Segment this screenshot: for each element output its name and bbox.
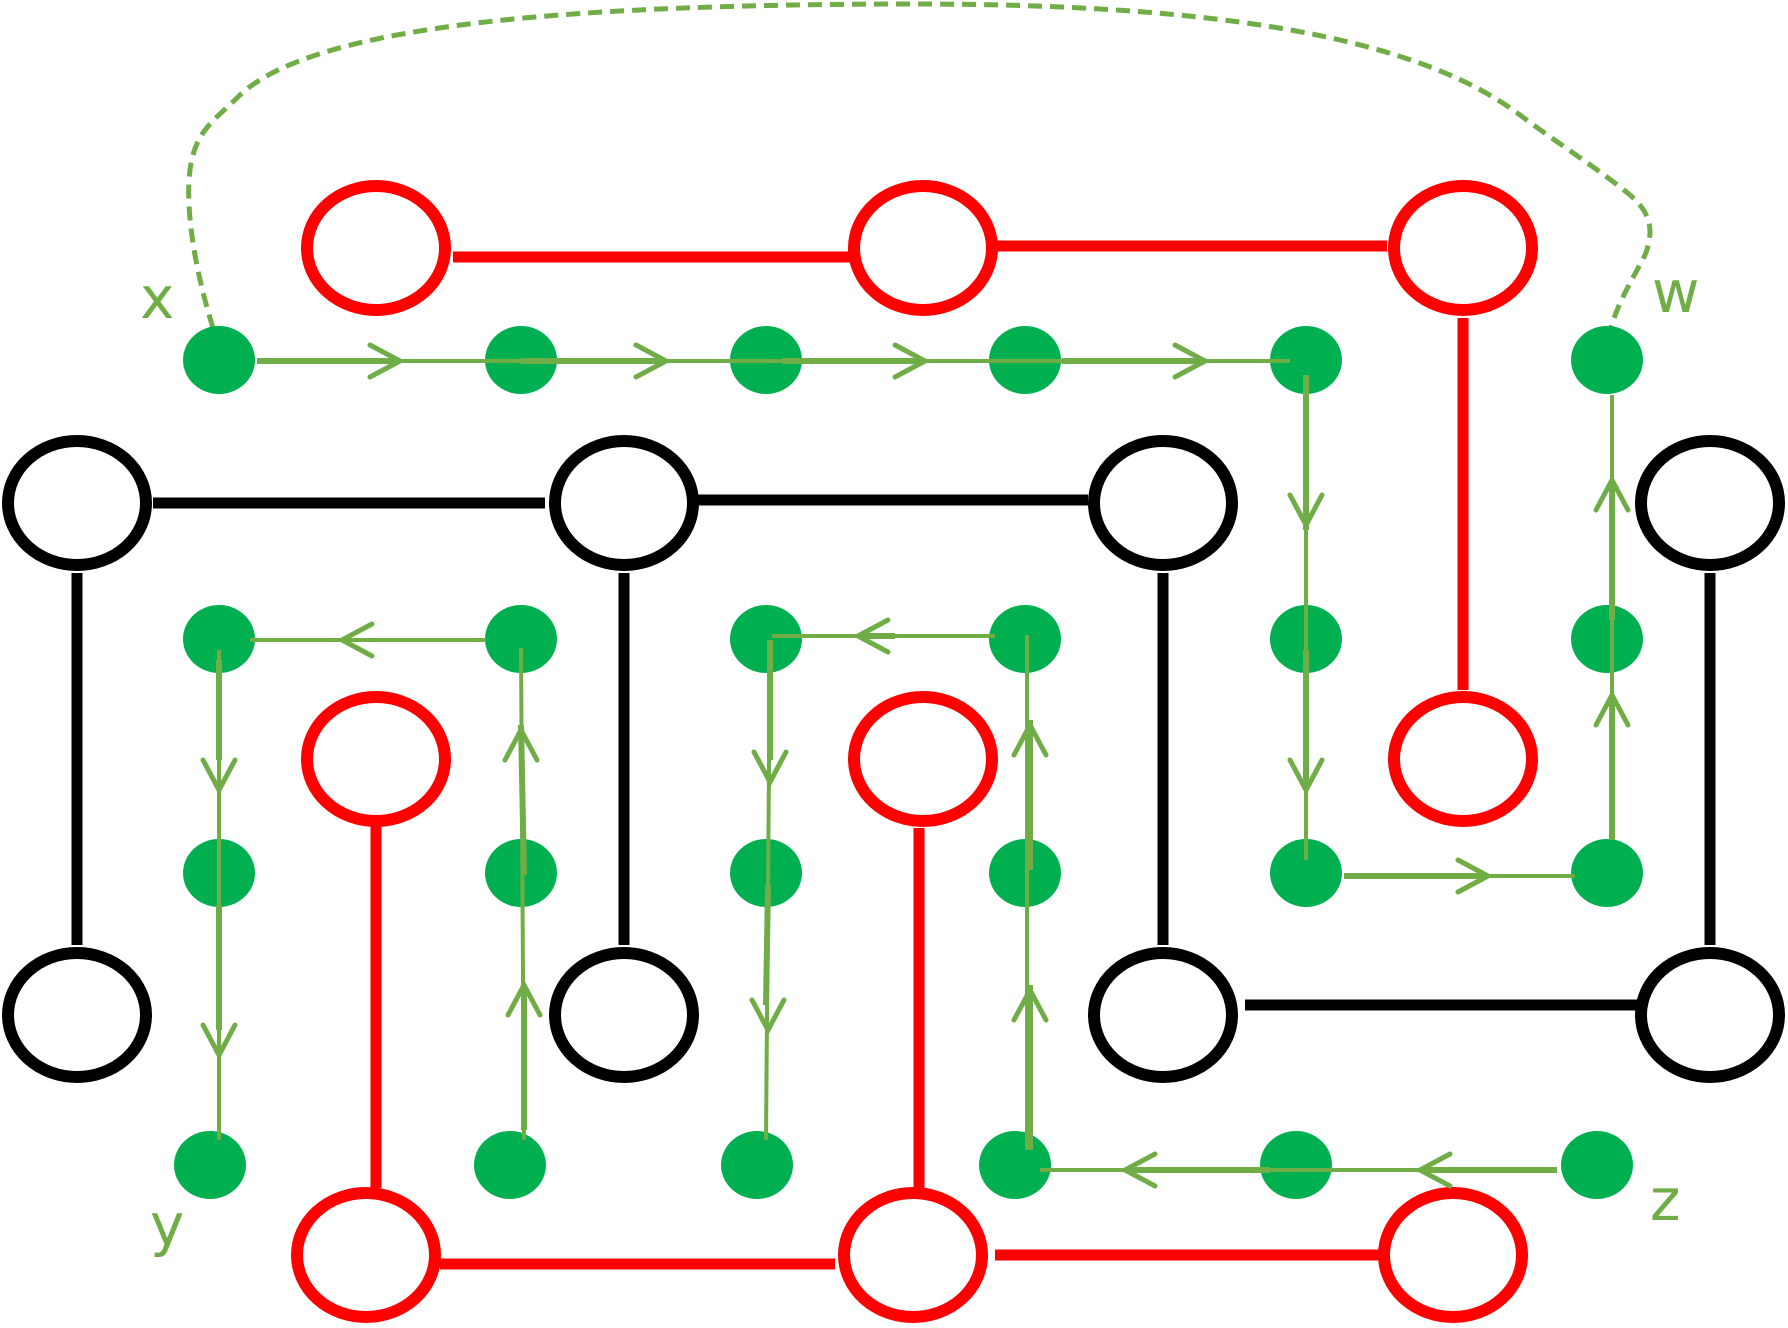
arrow-down-icon — [200, 757, 238, 796]
arrow-right-icon — [367, 342, 406, 380]
arrow-right-icon — [892, 342, 931, 380]
graph-node-black — [1635, 947, 1785, 1083]
dot — [474, 1131, 546, 1199]
arrow-up-icon — [1011, 984, 1049, 1023]
arrow-right-icon — [1172, 342, 1211, 380]
graph-node-black — [2, 947, 152, 1083]
dot — [485, 605, 557, 673]
arrow-down-icon — [1287, 757, 1325, 796]
arrow-left-icon — [336, 621, 375, 659]
dot — [183, 605, 255, 673]
red-edges — [370, 240, 1469, 1270]
graph-node-red — [1388, 691, 1538, 827]
graph-node-red — [1378, 1187, 1528, 1323]
label-y: y — [150, 1191, 184, 1259]
graph-node-black — [549, 947, 699, 1083]
arrow-up-icon — [1593, 689, 1631, 728]
arrowheads — [200, 342, 1631, 1189]
graph-node-black — [1088, 947, 1238, 1083]
graph-node-red — [291, 1187, 441, 1323]
black-nodes — [2, 435, 1785, 1083]
dot — [1270, 839, 1342, 907]
green-dots — [174, 326, 1643, 1199]
dot-w — [1571, 326, 1643, 394]
graph-node-black — [2, 435, 152, 571]
arrow-up-icon — [505, 979, 543, 1018]
red-nodes — [291, 180, 1538, 1323]
label-w: w — [1652, 258, 1699, 326]
dot-z — [1561, 1131, 1633, 1199]
label-z: z — [1650, 1166, 1680, 1234]
arrow-right-icon — [633, 342, 672, 380]
arrow-up-icon — [502, 724, 540, 763]
graph-node-red — [848, 180, 998, 316]
arrow-left-icon — [1414, 1151, 1453, 1189]
dot — [1571, 839, 1643, 907]
dot — [721, 1131, 793, 1199]
arrow-up-icon — [1593, 474, 1631, 513]
path-lines-bold — [216, 358, 1615, 1173]
graph-node-red — [838, 1187, 988, 1323]
arrow-down-icon — [751, 749, 789, 788]
arrow-left-icon — [852, 617, 891, 655]
graph-node-red — [301, 691, 451, 827]
dot-x — [183, 326, 255, 394]
black-edges — [71, 494, 1716, 1011]
graph-node-black — [549, 435, 699, 571]
graph-node-red — [1388, 180, 1538, 316]
arrow-left-icon — [1119, 1151, 1158, 1189]
graph-node-black — [1635, 435, 1785, 571]
label-x: x — [140, 264, 174, 332]
dot — [979, 1131, 1051, 1199]
dot — [730, 839, 802, 907]
arrow-right-icon — [1455, 857, 1494, 895]
dot — [730, 605, 802, 673]
arrow-up-icon — [1011, 719, 1049, 758]
graph-node-black — [1088, 435, 1238, 571]
dashed-connection-x-w — [186, 1, 1653, 369]
arrow-down-icon — [200, 1022, 238, 1061]
arrow-down-icon — [749, 997, 787, 1036]
dot — [1571, 605, 1643, 673]
arrow-down-icon — [1287, 492, 1325, 531]
graph-node-red — [848, 691, 998, 827]
dot — [1260, 1131, 1332, 1199]
dot-y — [174, 1131, 246, 1199]
graph-node-red — [301, 180, 451, 316]
dot — [1270, 326, 1342, 394]
